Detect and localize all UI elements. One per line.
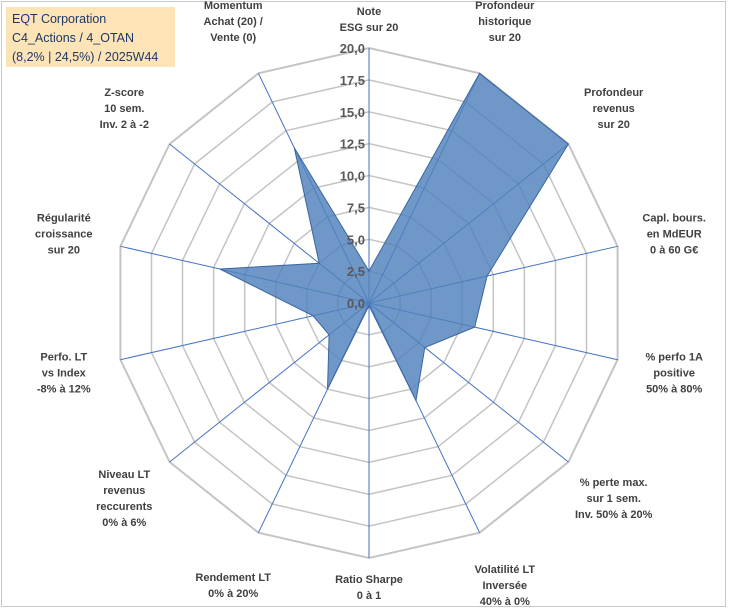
axis-label-line: ESG sur 20 (340, 22, 399, 34)
axis-label-line: 0% à 20% (208, 588, 258, 600)
axis-label-10: Niveau LT revenus reccurents 0% à 6% (96, 469, 152, 529)
chart-title: EQT Corporation (12, 12, 107, 26)
chart-subtitle: C4_Actions / 4_OTAN (12, 31, 135, 45)
axis-label-8: Ratio Sharpe 0 à 1 (335, 574, 403, 602)
tick-label: 12,5 (340, 137, 365, 152)
axis-label-line: Momentum (204, 0, 263, 12)
axis-label-line: Achat (20) / (204, 16, 263, 28)
axis-label-line: 0 à 60 G€ (650, 244, 698, 256)
axis-label-line: sur 20 (48, 244, 80, 256)
series-area (217, 72, 570, 403)
title-box: EQT Corporation C4_Actions / 4_OTAN (8,2… (6, 7, 175, 67)
axis-label-line: Rendement LT (195, 572, 271, 584)
axis-label-line: revenus (593, 103, 635, 115)
axis-label-line: sur 1 sem. (586, 493, 640, 505)
axis-label-line: Inversée (482, 580, 527, 592)
axis-label-14: Momentum Achat (20) / Vente (0) (204, 0, 263, 44)
axis-label-line: Niveau LT (98, 469, 150, 481)
axis-label-7: Volatilité LT Inversée 40% à 0% (474, 564, 535, 608)
radial-tick-labels: 0,0 2,5 5,0 7,5 10,0 12,5 15,0 17,5 20,0 (340, 41, 365, 311)
axis-label-13: Z-score 10 sem. Inv. 2 à -2 (100, 87, 149, 131)
axis-label-3: Profondeur revenus sur 20 (584, 87, 644, 131)
axis-label-line: 0% à 6% (102, 517, 146, 529)
axis-label-line: historique (478, 16, 531, 28)
tick-label: 7,5 (347, 200, 365, 215)
axis-label-line: sur 20 (489, 32, 521, 44)
axis-label-line: vs Index (42, 368, 87, 380)
axis-label-9: Rendement LT 0% à 20% (195, 572, 271, 600)
axis-label-12: Régularité croissance sur 20 (35, 212, 92, 256)
axis-label-line: Note (357, 6, 381, 18)
tick-label: 15,0 (340, 105, 365, 120)
axis-label-line: Z-score (104, 87, 144, 99)
tick-label: 17,5 (340, 73, 365, 88)
axis-label-4: Capl. bours. en MdEUR 0 à 60 G€ (642, 212, 706, 256)
axis-label-5: % perfo 1A positive 50% à 80% (645, 352, 703, 396)
axis-label-line: 10 sem. (104, 103, 144, 115)
axis-label-line: positive (653, 368, 695, 380)
axis-label-2: Profondeur historique sur 20 (475, 0, 535, 44)
axis-label-line: Régularité (37, 212, 91, 224)
axis-labels: Note ESG sur 20 Profondeur historique sur 20… (35, 0, 706, 608)
axis-label-line: sur 20 (597, 119, 629, 131)
tick-label: 5,0 (347, 232, 365, 247)
tick-label: 10,0 (340, 169, 365, 184)
axis-label-line: reccurents (96, 501, 152, 513)
axis-label-1: Note ESG sur 20 (340, 6, 399, 34)
axis-label-line: 0 à 1 (357, 590, 381, 602)
tick-label: 0,0 (347, 296, 365, 311)
axis-label-line: % perfo 1A (645, 352, 703, 364)
axis-label-line: Profondeur (584, 87, 644, 99)
axis-label-6: % perte max. sur 1 sem. Inv. 50% à 20% (575, 477, 653, 521)
axis-label-line: Profondeur (475, 0, 535, 12)
axis-label-line: 40% à 0% (480, 596, 530, 608)
axis-label-line: Perfo. LT (40, 352, 87, 364)
tick-label: 20,0 (340, 41, 365, 56)
axis-label-line: en MdEUR (647, 228, 702, 240)
axis-label-line: croissance (35, 228, 92, 240)
axis-label-line: -8% à 12% (37, 384, 91, 396)
axis-label-line: revenus (103, 485, 145, 497)
axis-label-line: Volatilité LT (474, 564, 535, 576)
axis-label-line: Ratio Sharpe (335, 574, 403, 586)
axis-label-line: Inv. 2 à -2 (100, 119, 149, 131)
axis-label-line: Inv. 50% à 20% (575, 509, 653, 521)
chart-period: (8,2% | 24,5%) / 2025W44 (12, 50, 159, 64)
axis-label-line: 50% à 80% (646, 384, 702, 396)
axis-label-line: % perte max. (580, 477, 648, 489)
axis-label-11: Perfo. LT vs Index -8% à 12% (37, 352, 91, 396)
radar-series (217, 72, 570, 403)
axis-label-line: Capl. bours. (642, 212, 706, 224)
tick-label: 2,5 (347, 264, 365, 279)
axis-label-line: Vente (0) (210, 32, 256, 44)
